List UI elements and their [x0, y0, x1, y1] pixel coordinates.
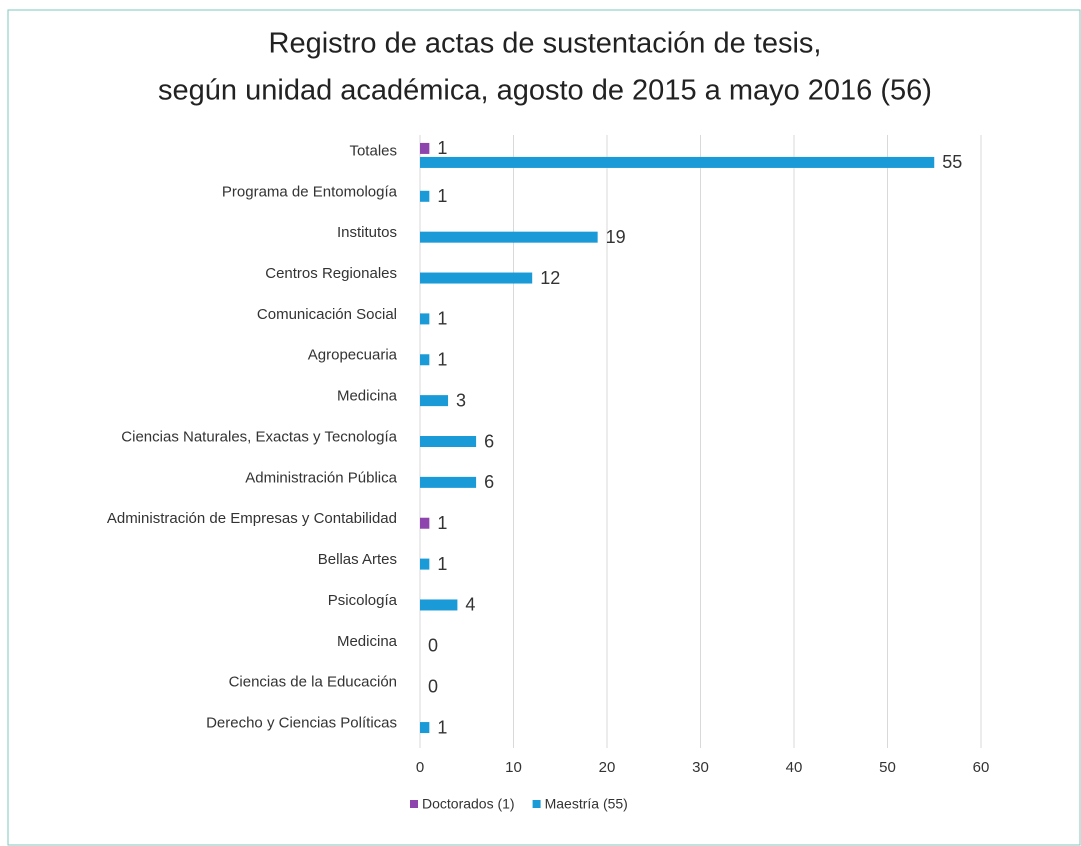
data-label: 6: [484, 431, 494, 451]
legend-swatch: [532, 800, 541, 808]
y-tick-label: Medicina: [337, 633, 398, 650]
bar: [420, 599, 458, 611]
y-tick-label: Psicología: [328, 592, 398, 609]
frame: [7, 9, 1081, 846]
chart-title: Registro de actas de sustentación de tes…: [269, 28, 822, 60]
y-tick-label: Administración Pública: [245, 469, 397, 486]
data-label: 3: [456, 390, 466, 410]
y-tick-label: Centros Regionales: [265, 265, 397, 282]
data-label: 1: [437, 717, 447, 737]
bar: [420, 190, 430, 202]
data-label: 1: [437, 309, 447, 329]
data-label: 0: [428, 676, 438, 696]
data-label: 19: [606, 227, 626, 247]
bar: [420, 476, 477, 488]
y-tick-label: Derecho y Ciencias Políticas: [206, 715, 397, 732]
y-tick-label: Ciencias de la Educación: [229, 674, 397, 691]
y-tick-label: Programa de Entomología: [222, 183, 398, 200]
x-tick-label: 50: [879, 759, 896, 776]
x-tick-label: 30: [692, 759, 709, 776]
legend-label: Doctorados (1): [422, 796, 515, 812]
bar: [420, 354, 430, 366]
x-tick-label: 20: [599, 759, 616, 776]
data-label: 1: [437, 138, 447, 158]
bar: [420, 156, 935, 168]
x-tick-label: 0: [416, 759, 424, 776]
data-label: 55: [942, 152, 962, 172]
y-tick-label: Bellas Artes: [318, 551, 397, 568]
data-label: 1: [437, 186, 447, 206]
legend-label: Maestría (55): [545, 796, 628, 812]
bar: [420, 272, 533, 284]
y-tick-label: Ciencias Naturales, Exactas y Tecnología: [121, 428, 397, 445]
bar: [420, 722, 430, 734]
legend-swatch: [410, 800, 418, 808]
bar: [420, 558, 430, 570]
data-label: 4: [465, 595, 475, 615]
y-tick-label: Agropecuaria: [308, 347, 398, 364]
data-label: 0: [428, 636, 438, 656]
y-tick-label: Medicina: [337, 388, 398, 405]
y-tick-label: Totales: [349, 142, 397, 159]
x-tick-label: 60: [973, 759, 990, 776]
bar: [420, 517, 430, 529]
x-tick-label: 10: [505, 759, 522, 776]
bar: [420, 395, 449, 407]
data-label: 6: [484, 472, 494, 492]
y-tick-label: Comunicación Social: [257, 306, 397, 323]
bar: [420, 436, 477, 447]
y-tick-label: Institutos: [337, 224, 397, 241]
chart-title: según unidad académica, agosto de 2015 a…: [158, 75, 932, 107]
data-label: 1: [437, 513, 447, 533]
bar: [420, 231, 598, 243]
bar: [420, 142, 430, 154]
data-label: 1: [437, 554, 447, 574]
y-tick-label: Administración de Empresas y Contabilida…: [107, 510, 397, 527]
x-tick-label: 40: [786, 759, 803, 776]
data-label: 1: [437, 350, 447, 370]
bar: [420, 313, 430, 325]
data-label: 12: [540, 268, 560, 288]
